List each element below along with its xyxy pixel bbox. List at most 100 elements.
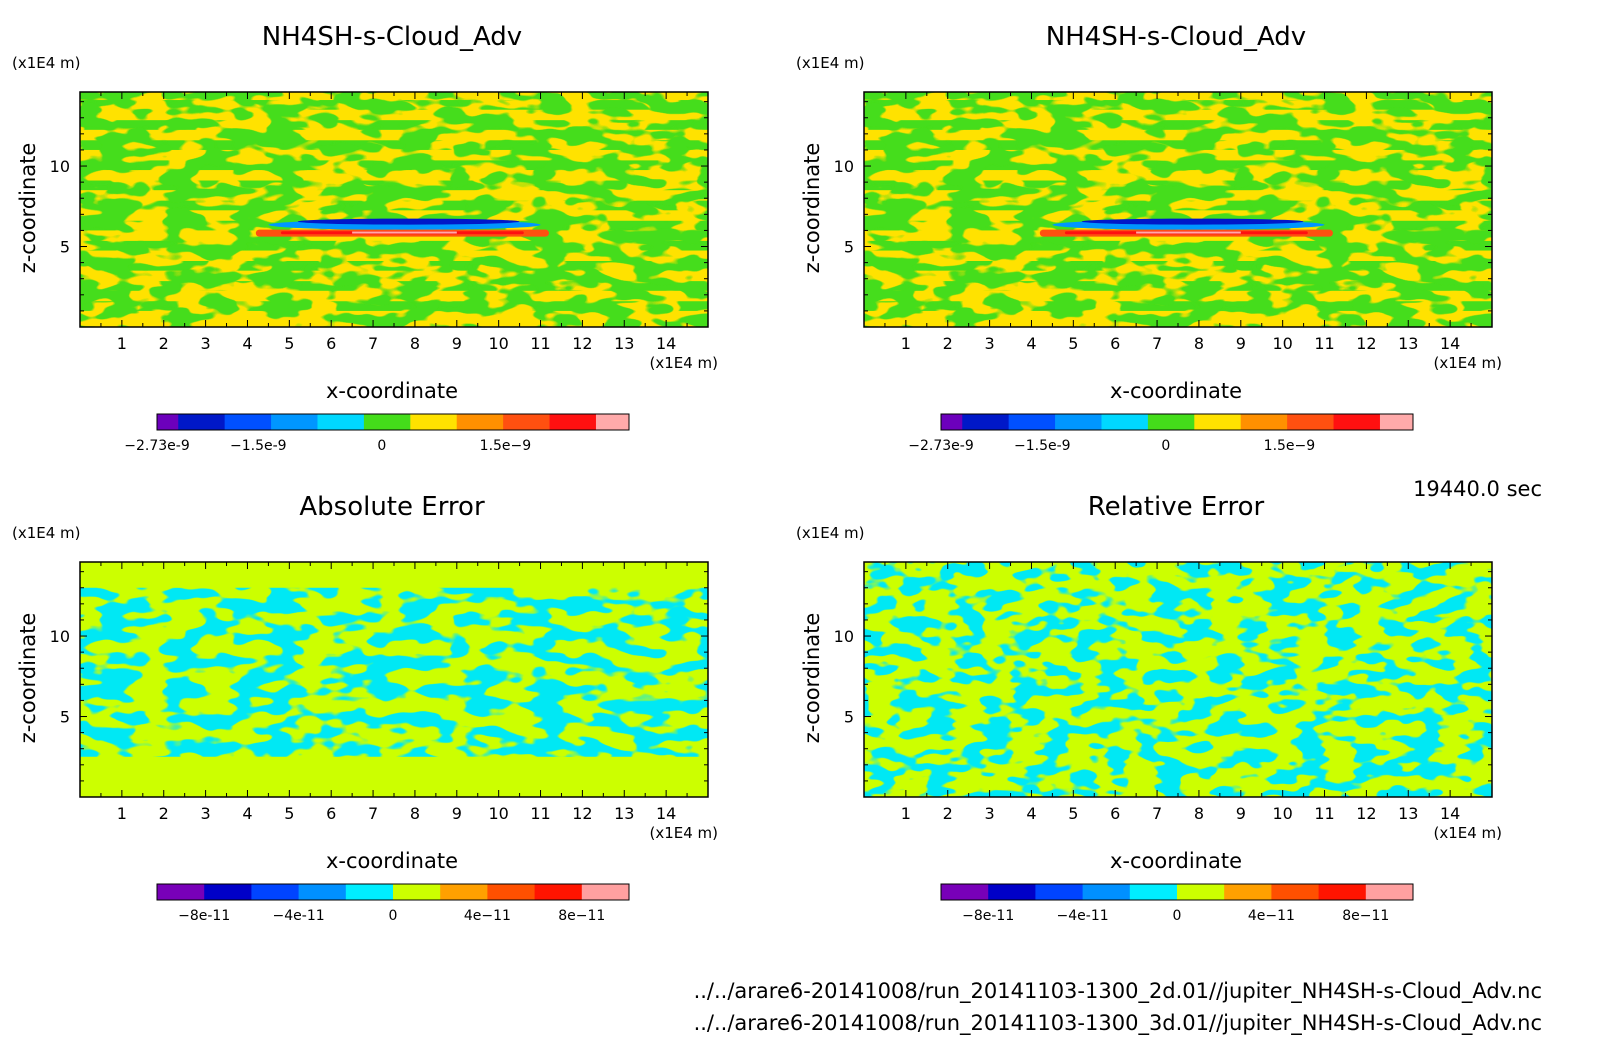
y-tick-label: 5 — [60, 708, 70, 727]
y-axis-label: z-coordinate — [16, 613, 40, 744]
y-axis-label: z-coordinate — [800, 613, 824, 744]
x-tick-label: 2 — [943, 334, 953, 353]
x-unit-label: (x1E4 m) — [649, 354, 718, 372]
x-unit-label: (x1E4 m) — [1433, 824, 1502, 842]
colorbar-swatch — [1318, 884, 1367, 900]
timestamp-label: 19440.0 sec — [1413, 477, 1542, 501]
x-axis-label: x-coordinate — [326, 849, 458, 873]
x-tick-label: 9 — [1236, 334, 1246, 353]
x-tick-label: 2 — [159, 334, 169, 353]
y-tick-label: 10 — [834, 157, 854, 176]
colorbar-swatch — [1177, 884, 1225, 900]
colorbar-label: 4e−11 — [464, 908, 511, 924]
x-tick-label: 6 — [326, 334, 336, 353]
field-layer — [80, 92, 708, 327]
file-path-3d: ../../arare6-20141008/run_20141103-1300_… — [694, 1011, 1542, 1036]
x-tick-label: 6 — [326, 804, 336, 823]
colorbar-swatch — [440, 884, 488, 900]
colorbar-swatch — [251, 884, 300, 900]
x-tick-label: 11 — [530, 804, 550, 823]
colorbar-swatch — [1055, 414, 1102, 430]
colorbar-swatch — [503, 414, 551, 430]
x-tick-label: 4 — [242, 334, 252, 353]
y-tick-label: 5 — [844, 238, 854, 257]
colorbar-swatch — [988, 884, 1036, 900]
x-tick-label: 1 — [901, 334, 911, 353]
x-tick-label: 9 — [452, 334, 462, 353]
x-unit-label: (x1E4 m) — [1433, 354, 1502, 372]
colorbar-swatch — [157, 884, 205, 900]
colorbar-label: 8e−11 — [558, 908, 605, 924]
y-unit-label: (x1E4 m) — [796, 54, 865, 72]
x-tick-label: 5 — [284, 334, 294, 353]
x-tick-label: 12 — [1356, 804, 1376, 823]
x-tick-label: 3 — [985, 804, 995, 823]
x-tick-label: 14 — [1440, 804, 1460, 823]
colorbar-swatch — [1240, 414, 1288, 430]
colorbar-label: −2.73e-9 — [124, 438, 189, 454]
colorbar-swatch — [1194, 414, 1242, 430]
colorbar-swatch — [224, 414, 272, 430]
colorbar-label: 1.5e−9 — [1264, 438, 1316, 454]
x-tick-label: 7 — [1152, 334, 1162, 353]
colorbar: −2.73e-9 −1.5e-9 0 1.5e−9 — [124, 413, 630, 454]
colorbar-frame — [156, 883, 630, 901]
x-tick-label: 11 — [1314, 334, 1334, 353]
colorbar-label: −4e-11 — [273, 908, 325, 924]
colorbar-swatch — [1287, 414, 1335, 430]
x-tick-label: 8 — [1194, 804, 1204, 823]
x-unit-label: (x1E4 m) — [649, 824, 718, 842]
colorbar-swatch — [363, 414, 411, 430]
colorbar-label: 1.5e−9 — [480, 438, 532, 454]
colorbar-frame — [156, 413, 630, 431]
x-tick-label: 2 — [159, 804, 169, 823]
colorbar-swatch — [204, 884, 252, 900]
chart-panel-top-right: NH4SH-s-Cloud_Adv (x1E4 m) 1 2 3 4 5 6 7 8 9 10 11… — [796, 22, 1502, 454]
x-tick-label: 5 — [1068, 804, 1078, 823]
x-tick-label: 1 — [117, 804, 127, 823]
x-tick-label: 12 — [572, 334, 592, 353]
chart-title: NH4SH-s-Cloud_Adv — [262, 22, 522, 52]
colorbar-label: 0 — [377, 438, 386, 454]
green-blotches — [80, 92, 708, 327]
cloud-pink-core — [1136, 231, 1241, 234]
x-tick-label: 4 — [242, 804, 252, 823]
x-tick-label: 12 — [572, 804, 592, 823]
x-tick-label: 14 — [1440, 334, 1460, 353]
colorbar-swatch — [1365, 884, 1414, 900]
colorbar-swatch — [941, 414, 963, 430]
x-axis-label: x-coordinate — [326, 379, 458, 403]
colorbar-swatch — [1333, 414, 1381, 430]
colorbar-swatch — [1379, 414, 1414, 430]
x-tick-label: 7 — [368, 804, 378, 823]
y-tick-label: 10 — [50, 627, 70, 646]
colorbar-swatch — [178, 414, 226, 430]
x-tick-label: 13 — [1398, 334, 1418, 353]
y-tick-label: 10 — [50, 157, 70, 176]
colorbar-swatch — [595, 414, 630, 430]
green-blotches — [864, 92, 1492, 327]
x-tick-label: 5 — [284, 804, 294, 823]
x-tick-label: 9 — [1236, 804, 1246, 823]
x-tick-label: 11 — [1314, 804, 1334, 823]
y-unit-label: (x1E4 m) — [12, 524, 81, 542]
x-tick-label: 4 — [1026, 804, 1036, 823]
colorbar-swatch — [962, 414, 1010, 430]
chart-title: Relative Error — [1088, 492, 1265, 522]
field-layer — [864, 562, 1492, 797]
x-tick-label: 12 — [1356, 334, 1376, 353]
colorbar-swatch — [1224, 884, 1272, 900]
x-tick-label: 4 — [1026, 334, 1036, 353]
x-tick-label: 10 — [1272, 804, 1292, 823]
colorbar-swatch — [298, 884, 347, 900]
error-cyan-region — [80, 587, 708, 757]
colorbar-swatch — [1008, 414, 1056, 430]
colorbar-swatch — [1129, 884, 1178, 900]
x-tick-label: 6 — [1110, 804, 1120, 823]
colorbar-swatch — [487, 884, 536, 900]
y-axis-label: z-coordinate — [16, 143, 40, 274]
x-tick-label: 10 — [488, 804, 508, 823]
green-blotch-layer — [80, 92, 708, 327]
